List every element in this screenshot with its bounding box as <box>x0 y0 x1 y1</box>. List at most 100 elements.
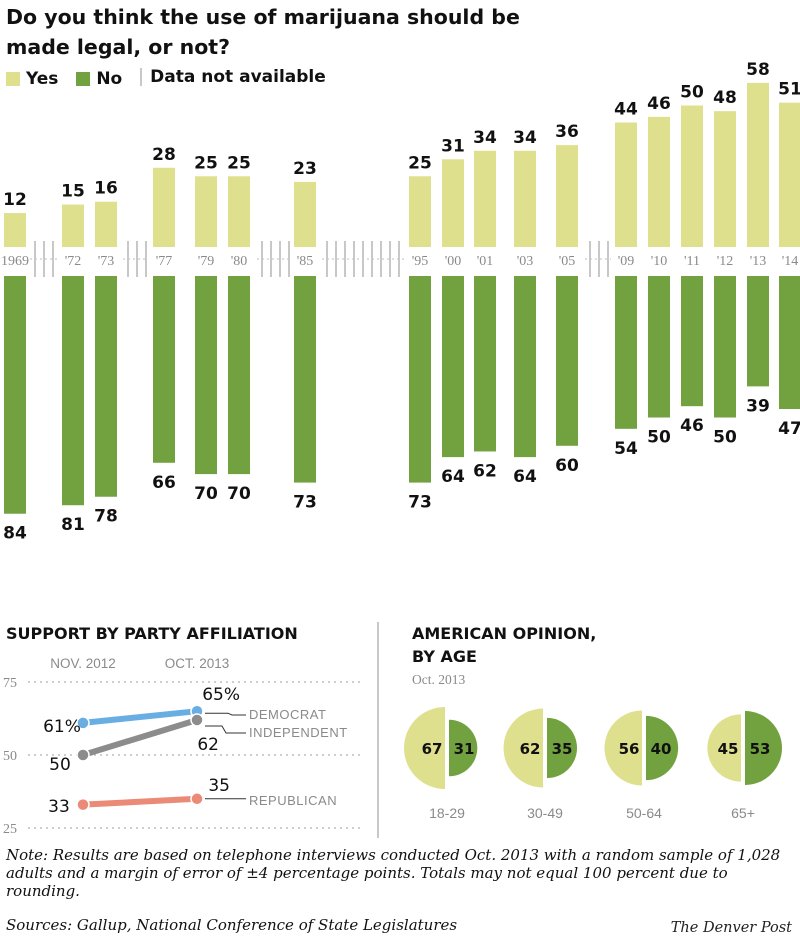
age-yes-half <box>604 710 642 786</box>
yes-bar <box>153 167 175 247</box>
year-label: '09 <box>618 254 635 269</box>
gap-marker <box>261 241 263 277</box>
no-bar <box>474 276 496 452</box>
gap-marker <box>398 241 400 277</box>
no-value-label: 54 <box>614 439 638 459</box>
party-value-label: 35 <box>208 776 230 796</box>
no-bar <box>442 276 464 458</box>
legend-no-label: No <box>96 69 123 89</box>
party-line-chart: 75 50 25 NOV. 2012 OCT. 2013 61% 65% DEMOCRAT 50… <box>3 656 362 837</box>
yes-bar <box>409 176 431 247</box>
party-x-label: NOV. 2012 <box>50 656 116 671</box>
no-bar <box>195 276 217 475</box>
gap-marker <box>335 241 337 277</box>
age-no-half <box>547 717 578 779</box>
no-value-label: 73 <box>408 493 432 513</box>
no-bar <box>95 276 117 497</box>
yes-bar <box>556 145 578 247</box>
yes-bar <box>514 150 536 247</box>
yes-bar <box>195 176 217 247</box>
yes-bar <box>747 82 769 247</box>
party-value-label: 50 <box>49 755 71 775</box>
gap-marker <box>371 241 373 277</box>
year-label: '95 <box>412 254 429 269</box>
no-bar <box>409 276 431 483</box>
yes-bar <box>615 122 637 247</box>
year-label: '14 <box>782 254 799 269</box>
age-title-line1: AMERICAN OPINION, <box>412 624 597 643</box>
yes-bar <box>714 111 736 247</box>
yes-value-label: 28 <box>152 145 176 165</box>
age-yes-label: 67 <box>422 740 443 758</box>
legend-yes-swatch <box>6 72 20 86</box>
no-value-label: 84 <box>3 524 27 544</box>
no-value-label: 81 <box>61 515 85 535</box>
gap-marker <box>607 241 609 277</box>
yes-value-label: 36 <box>555 122 579 142</box>
no-value-label: 50 <box>647 428 671 448</box>
legend-no-swatch <box>76 72 91 86</box>
age-yes-label: 45 <box>718 740 739 758</box>
no-value-label: 60 <box>555 456 579 476</box>
yes-bar <box>779 102 800 247</box>
section-divider <box>377 622 379 838</box>
data-not-available-markers <box>30 241 611 277</box>
party-value-label: 33 <box>48 797 70 817</box>
note: Note: Results are based on telephone int… <box>6 846 781 900</box>
age-yes-half <box>404 707 445 789</box>
age-category-label: 65+ <box>731 805 755 821</box>
yes-bar <box>228 176 250 247</box>
bar-chart: 12 84 1969 15 81 '72 16 78 '73 28 66 '77 25 70 '79 25 70… <box>1 60 800 544</box>
age-no-half <box>646 715 679 781</box>
gap-marker <box>136 241 138 277</box>
party-title: SUPPORT BY PARTY AFFILIATION <box>6 624 298 643</box>
no-value-label: 39 <box>746 396 770 416</box>
age-no-label: 35 <box>552 740 573 758</box>
legend-na-label: Data not available <box>150 67 326 87</box>
credit: The Denver Post <box>670 920 792 936</box>
party-point <box>76 748 90 762</box>
age-yes-label: 56 <box>619 740 640 758</box>
yes-value-label: 16 <box>94 179 118 199</box>
age-category-label: 18-29 <box>429 805 465 821</box>
party-series-name: INDEPENDENT <box>249 725 348 740</box>
yes-value-label: 34 <box>473 128 497 148</box>
yes-value-label: 44 <box>614 99 638 119</box>
no-bar <box>228 276 250 475</box>
age-no-half <box>449 719 478 777</box>
party-leader-line <box>205 725 246 734</box>
age-yes-label: 62 <box>520 740 541 758</box>
age-pie-charts: 67 31 18-29 62 35 30-49 56 40 50-64 45 53 65+ <box>404 707 782 821</box>
year-label: '12 <box>717 254 734 269</box>
yes-value-label: 23 <box>293 159 317 179</box>
yes-value-label: 25 <box>194 153 218 173</box>
party-line <box>80 795 200 808</box>
year-label: '79 <box>198 254 215 269</box>
no-bar <box>4 276 26 514</box>
no-value-label: 66 <box>152 473 176 493</box>
yes-value-label: 50 <box>680 83 704 103</box>
no-value-label: 70 <box>227 484 251 504</box>
yes-bar <box>4 213 26 247</box>
no-bar <box>153 276 175 463</box>
yes-bar <box>62 204 84 247</box>
legend-no: No <box>76 69 122 89</box>
party-y-tick: 25 <box>3 822 17 837</box>
no-value-label: 70 <box>194 484 218 504</box>
no-value-label: 73 <box>293 493 317 513</box>
party-series-name: REPUBLICAN <box>249 793 337 808</box>
year-label: '80 <box>231 254 248 269</box>
no-value-label: 50 <box>713 428 737 448</box>
yes-bar <box>474 150 496 247</box>
legend-yes: Yes <box>6 69 58 89</box>
no-bar <box>648 276 670 418</box>
yes-value-label: 12 <box>3 190 27 210</box>
party-y-tick: 50 <box>3 749 17 764</box>
year-label: '00 <box>445 254 462 269</box>
party-value-label: 65% <box>202 685 240 705</box>
gap-marker <box>145 241 147 277</box>
no-value-label: 64 <box>441 467 465 487</box>
year-label: 1969 <box>1 254 29 269</box>
no-bar <box>714 276 736 418</box>
